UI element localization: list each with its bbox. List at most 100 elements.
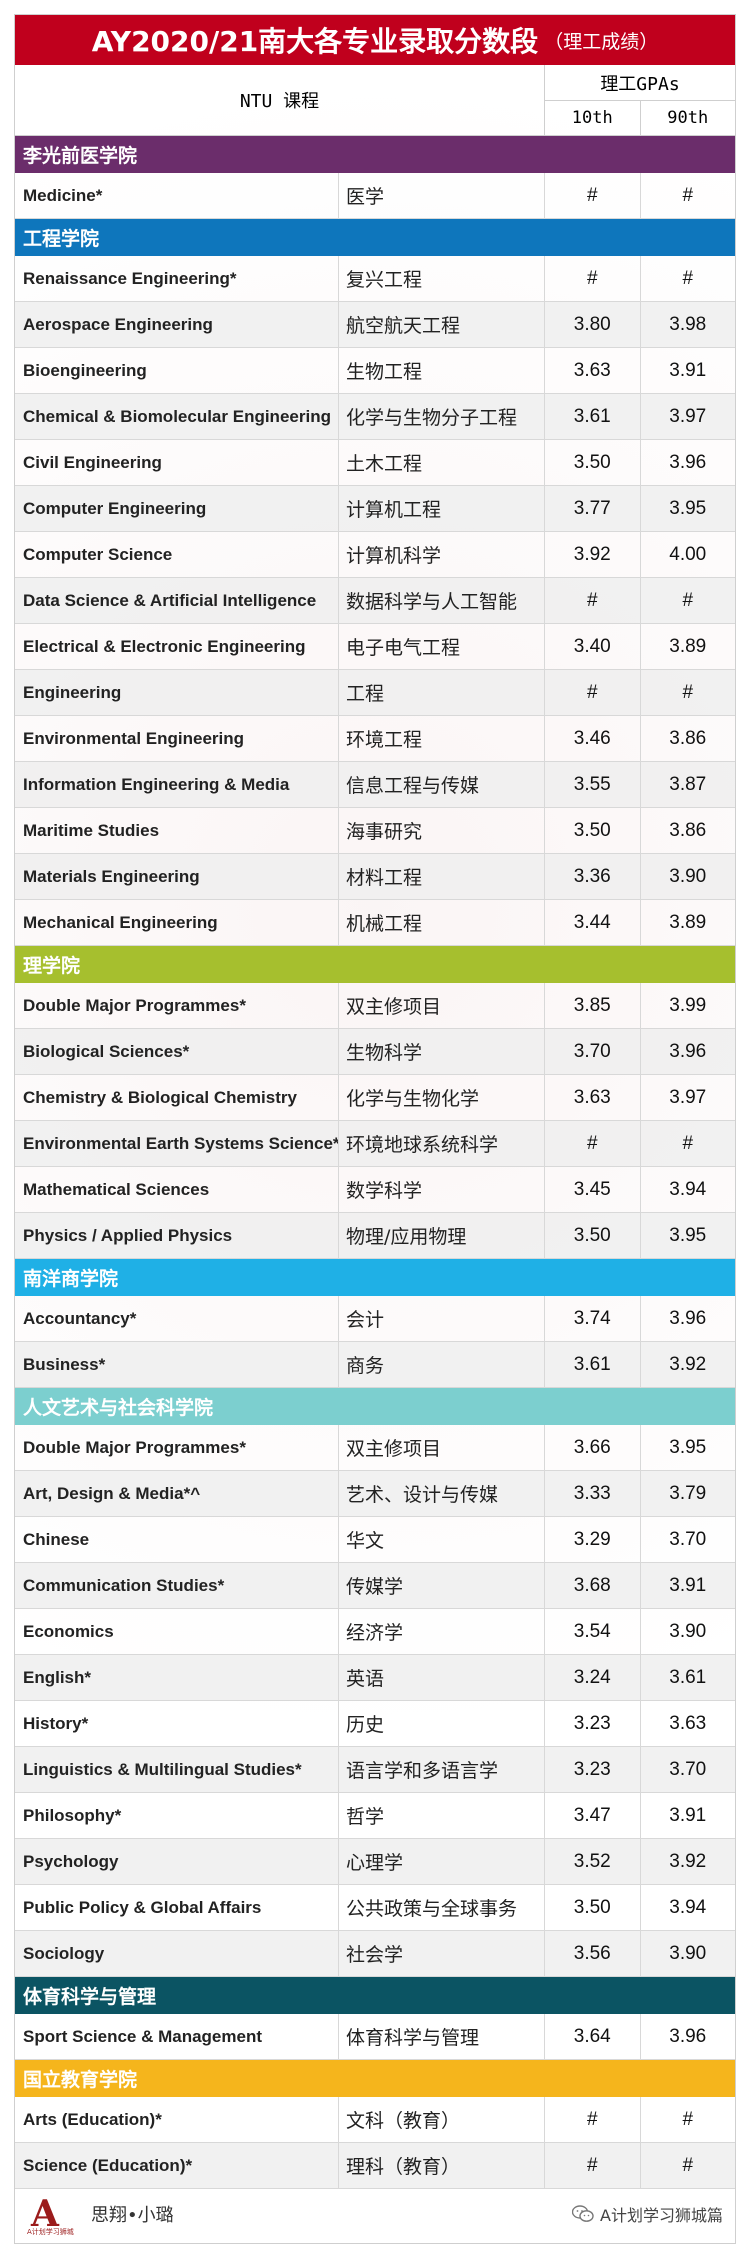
table-row: Environmental Engineering 环境工程 3.46 3.86 (15, 716, 735, 762)
course-name-en: Physics / Applied Physics (15, 1213, 339, 1258)
gpa-90th: 3.70 (669, 1528, 707, 1550)
gpa-10th: 3.47 (545, 1793, 641, 1838)
course-name-zh: 信息工程与传媒 (339, 762, 545, 807)
course-name-en: Mathematical Sciences (15, 1167, 339, 1212)
course-name-zh: 华文 (339, 1517, 545, 1562)
course-name-zh: 复兴工程 (339, 256, 545, 301)
course-name-en: Aerospace Engineering (15, 302, 339, 347)
table-row: Arts (Education)* 文科（教育） # # (15, 2097, 735, 2143)
table-row: Data Science & Artificial Intelligence 数据… (15, 578, 735, 624)
course-name-zh: 公共政策与全球事务 (339, 1885, 545, 1930)
course-name-zh: 物理/应用物理 (339, 1213, 545, 1258)
header-gpa-group: 理工GPAs 10th 90th (545, 65, 735, 135)
table-row: Double Major Programmes* 双主修项目 3.66 3.95 (15, 1425, 735, 1471)
course-name-en: Materials Engineering (15, 854, 339, 899)
course-name-zh: 生物工程 (339, 348, 545, 393)
gpa-10th: 3.63 (545, 348, 641, 393)
course-name-zh: 电子电气工程 (339, 624, 545, 669)
gpa-10th: 3.46 (545, 716, 641, 761)
table-row: Physics / Applied Physics 物理/应用物理 3.50 3.95 (15, 1213, 735, 1259)
gpa-10th: 3.36 (545, 854, 641, 899)
gpa-10th: 3.29 (545, 1517, 641, 1562)
gpa-10th: 3.23 (545, 1747, 641, 1792)
course-name-zh: 环境工程 (339, 716, 545, 761)
course-name-zh: 社会学 (339, 1931, 545, 1976)
table-row: English* 英语 3.24 3.61 (15, 1655, 735, 1701)
course-name-en: Chinese (15, 1517, 339, 1562)
table-row: Civil Engineering 土木工程 3.50 3.96 (15, 440, 735, 486)
gpa-10th: 3.61 (545, 394, 641, 439)
course-name-zh: 海事研究 (339, 808, 545, 853)
gpa-90th: 3.96 (669, 1040, 707, 1062)
brand-logo: A A计划学习狮城 (27, 2193, 74, 2236)
gpa-90th: 3.96 (669, 451, 707, 473)
table-row: Bioengineering 生物工程 3.63 3.91 (15, 348, 735, 394)
gpa-90th: 4.00 (669, 543, 707, 565)
course-name-en: Maritime Studies (15, 808, 339, 853)
table-row: Accountancy* 会计 3.74 3.96 (15, 1296, 735, 1342)
gpa-90th: 3.89 (669, 911, 707, 933)
course-name-zh: 历史 (339, 1701, 545, 1746)
gpa-10th: 3.80 (545, 302, 641, 347)
gpa-10th: 3.45 (545, 1167, 641, 1212)
course-name-en: Economics (15, 1609, 339, 1654)
gpa-90th: 3.97 (669, 1086, 707, 1108)
course-name-en: Accountancy* (15, 1296, 339, 1341)
course-name-en: Computer Science (15, 532, 339, 577)
course-name-en: Renaissance Engineering* (15, 256, 339, 301)
course-name-zh: 生物科学 (339, 1029, 545, 1074)
course-name-zh: 航空航天工程 (339, 302, 545, 347)
course-name-en: Engineering (15, 670, 339, 715)
gpa-90th: 3.90 (669, 1620, 707, 1642)
gpa-10th: 3.23 (545, 1701, 641, 1746)
table-row: Materials Engineering 材料工程 3.36 3.90 (15, 854, 735, 900)
gpa-10th: 3.66 (545, 1425, 641, 1470)
course-name-en: Double Major Programmes* (15, 983, 339, 1028)
section-header: 体育科学与管理 (15, 1977, 735, 2014)
header-course: NTU 课程 (15, 65, 545, 135)
gpa-10th: 3.64 (545, 2014, 641, 2059)
course-name-zh: 工程 (339, 670, 545, 715)
course-name-zh: 土木工程 (339, 440, 545, 485)
table-row: Chemical & Biomolecular Engineering 化学与生物… (15, 394, 735, 440)
gpa-90th: 3.91 (669, 359, 707, 381)
gpa-90th: 3.91 (669, 1574, 707, 1596)
gpa-10th: 3.40 (545, 624, 641, 669)
gpa-10th: 3.56 (545, 1931, 641, 1976)
course-name-zh: 哲学 (339, 1793, 545, 1838)
table-row: Maritime Studies 海事研究 3.50 3.86 (15, 808, 735, 854)
course-name-en: Public Policy & Global Affairs (15, 1885, 339, 1930)
gpa-90th: 3.97 (669, 405, 707, 427)
course-name-zh: 英语 (339, 1655, 545, 1700)
course-name-en: Chemical & Biomolecular Engineering (15, 394, 339, 439)
course-name-zh: 体育科学与管理 (339, 2014, 545, 2059)
course-name-en: Electrical & Electronic Engineering (15, 624, 339, 669)
course-name-en: Mechanical Engineering (15, 900, 339, 945)
gpa-90th: 3.86 (669, 727, 707, 749)
table-row: History* 历史 3.23 3.63 (15, 1701, 735, 1747)
table-row: Information Engineering & Media 信息工程与传媒 3.… (15, 762, 735, 808)
gpa-90th: 3.86 (669, 819, 707, 841)
table-row: Computer Engineering 计算机工程 3.77 3.95 (15, 486, 735, 532)
table-header: NTU 课程 理工GPAs 10th 90th (15, 65, 735, 136)
gpa-90th: 3.89 (669, 635, 707, 657)
course-name-zh: 艺术、设计与传媒 (339, 1471, 545, 1516)
gpa-90th: 3.91 (669, 1804, 707, 1826)
gpa-10th: 3.54 (545, 1609, 641, 1654)
gpa-10th: # (545, 1121, 641, 1166)
gpa-10th: 3.24 (545, 1655, 641, 1700)
table-row: Business* 商务 3.61 3.92 (15, 1342, 735, 1388)
course-name-zh: 理科（教育） (339, 2143, 545, 2188)
section-header: 人文艺术与社会科学院 (15, 1388, 735, 1425)
course-name-zh: 传媒学 (339, 1563, 545, 1608)
table-row: Computer Science 计算机科学 3.92 4.00 (15, 532, 735, 578)
course-name-zh: 环境地球系统科学 (339, 1121, 545, 1166)
gpa-10th: 3.61 (545, 1342, 641, 1387)
course-name-en: Linguistics & Multilingual Studies* (15, 1747, 339, 1792)
course-name-zh: 化学与生物分子工程 (339, 394, 545, 439)
course-name-en: English* (15, 1655, 339, 1700)
course-name-en: Medicine* (15, 173, 339, 218)
gpa-90th: 3.92 (669, 1850, 707, 1872)
gpa-10th: 3.85 (545, 983, 641, 1028)
course-name-en: Environmental Engineering (15, 716, 339, 761)
